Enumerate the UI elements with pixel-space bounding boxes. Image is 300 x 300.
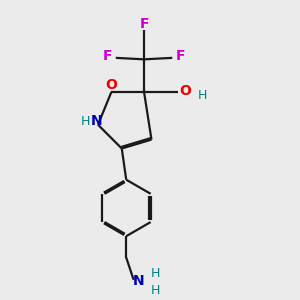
Text: N: N	[133, 274, 145, 288]
Text: O: O	[180, 83, 192, 98]
Text: H: H	[150, 267, 160, 280]
Text: H: H	[198, 88, 207, 101]
Text: H: H	[150, 284, 160, 297]
Text: O: O	[105, 79, 117, 92]
Text: H: H	[81, 115, 90, 128]
Text: F: F	[176, 50, 185, 63]
Text: F: F	[139, 17, 149, 31]
Text: F: F	[103, 50, 112, 63]
Text: N: N	[91, 114, 102, 128]
